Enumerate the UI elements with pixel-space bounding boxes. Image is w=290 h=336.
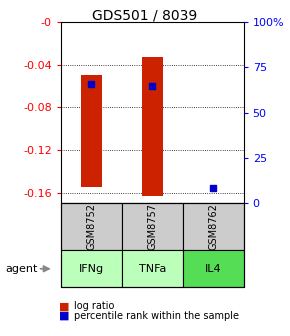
Bar [81, 75, 102, 187]
Text: ■: ■ [59, 311, 70, 321]
Text: GSM8762: GSM8762 [208, 203, 218, 250]
Text: IL4: IL4 [205, 264, 222, 274]
Text: IFNg: IFNg [79, 264, 104, 274]
Text: TNFa: TNFa [139, 264, 166, 274]
Text: GSM8757: GSM8757 [147, 203, 157, 250]
Text: percentile rank within the sample: percentile rank within the sample [74, 311, 239, 321]
Bar [142, 57, 163, 196]
Text: GSM8752: GSM8752 [86, 203, 96, 250]
Text: ■: ■ [59, 301, 70, 311]
Text: agent: agent [6, 264, 38, 274]
Text: GDS501 / 8039: GDS501 / 8039 [93, 8, 197, 23]
Text: log ratio: log ratio [74, 301, 114, 311]
